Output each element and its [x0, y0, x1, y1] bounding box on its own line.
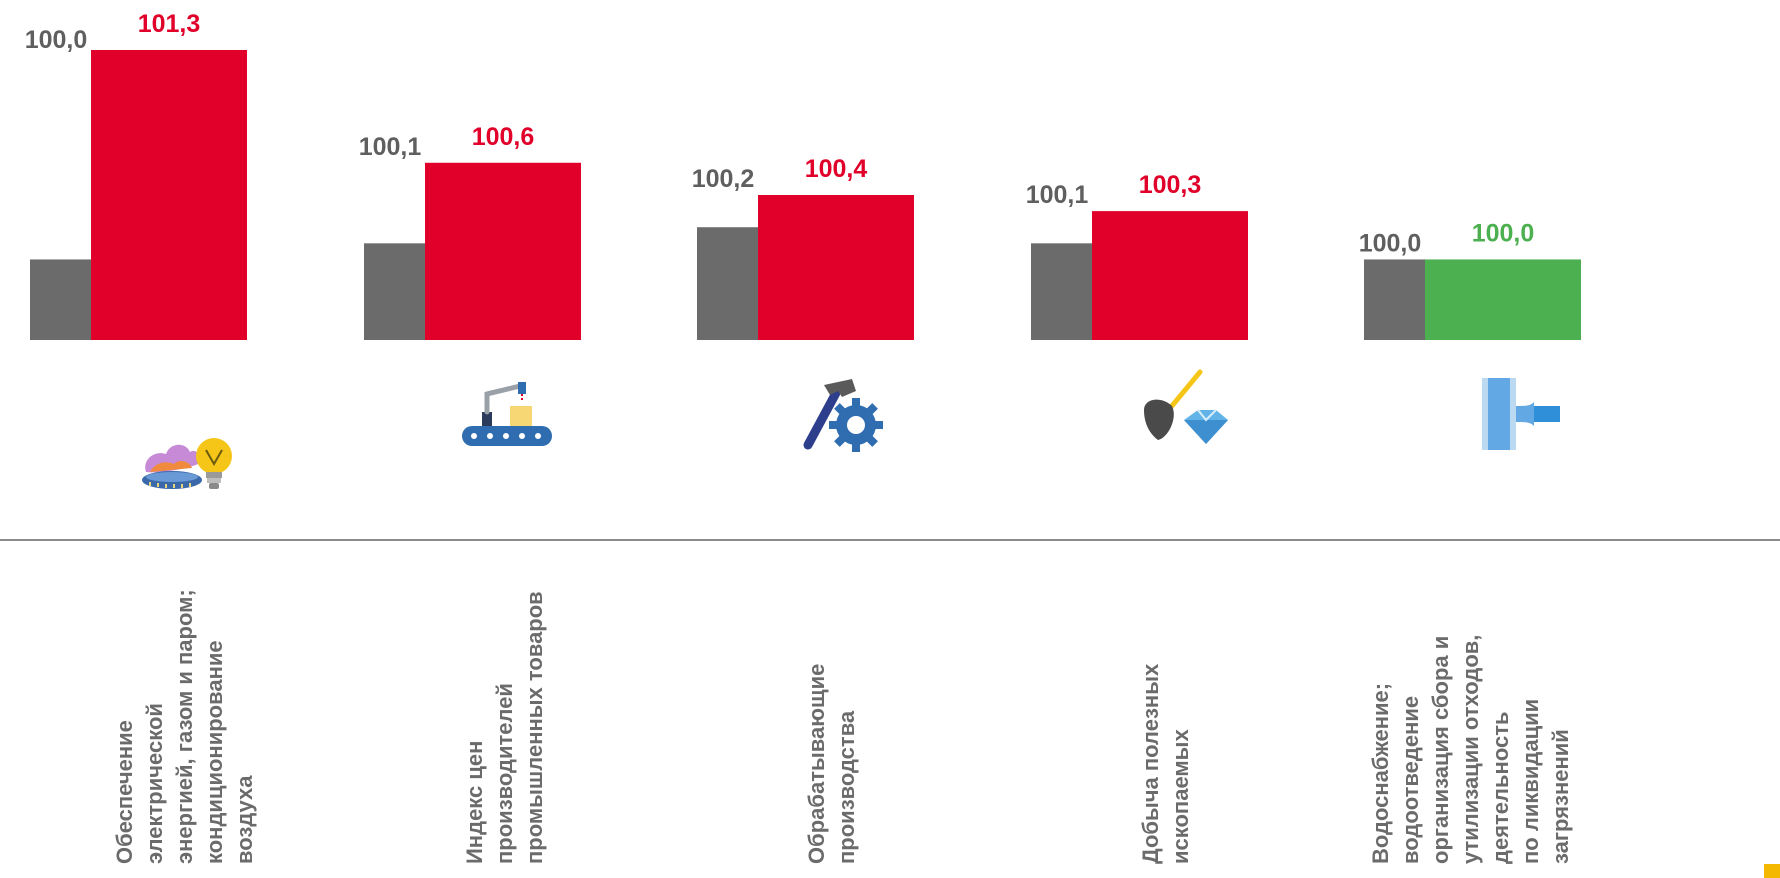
bar-gray-1	[364, 243, 426, 340]
value-label-current-2: 100,4	[805, 155, 868, 183]
value-label-current-4: 100,0	[1472, 219, 1535, 247]
corner-marker	[1764, 864, 1780, 878]
bar-current-1	[425, 162, 581, 340]
factory-robot-arm-icon	[462, 382, 552, 446]
bar-current-0	[91, 50, 247, 340]
value-labels-group: 100,0 101,3 100,1 100,6 100,2 100,4 100,1 100,3…	[25, 10, 1535, 257]
value-label-gray-2: 100,2	[692, 165, 755, 193]
hammer-gear-icon	[803, 379, 883, 452]
value-label-current-1: 100,6	[472, 123, 535, 151]
value-label-gray-0: 100,0	[25, 26, 88, 54]
gas-flame-bulb-icon	[142, 438, 232, 489]
shovel-diamond-icon	[1144, 369, 1228, 444]
water-pipe-icon	[1482, 378, 1560, 450]
bar-gray-4	[1364, 259, 1426, 340]
category-label-water: Водоснабжение; водоотведение организация…	[1368, 634, 1573, 864]
category-label-ppi: Индекс цен производителей промышленных т…	[462, 591, 547, 864]
bars-group	[30, 50, 1581, 340]
category-label-manufacturing: Обрабатывающие производства	[804, 663, 859, 864]
category-label-mining: Добыча полезных ископаемых	[1138, 663, 1193, 864]
value-label-gray-1: 100,1	[359, 133, 422, 161]
bar-gray-2	[697, 227, 759, 340]
value-label-current-3: 100,3	[1139, 171, 1202, 199]
value-label-gray-4: 100,0	[1359, 229, 1422, 257]
bar-current-3	[1092, 211, 1248, 340]
bar-current-2	[758, 195, 914, 340]
bar-current-4	[1425, 259, 1581, 340]
category-label-energy: Обеспечение электрической энергией, газо…	[112, 589, 257, 864]
value-label-gray-3: 100,1	[1026, 181, 1089, 209]
bar-gray-3	[1031, 243, 1093, 340]
value-label-current-0: 101,3	[138, 10, 201, 38]
bar-gray-0	[30, 259, 92, 340]
